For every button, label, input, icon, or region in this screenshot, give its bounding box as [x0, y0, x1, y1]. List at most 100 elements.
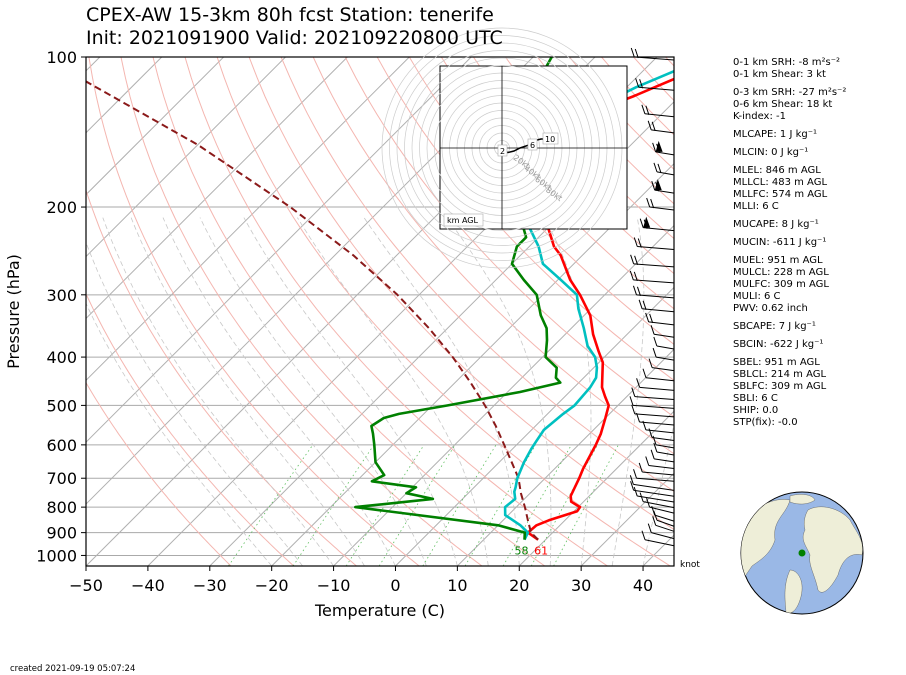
y-tick-label: 700	[46, 469, 77, 488]
dry-adiabat	[248, 57, 674, 531]
chart-title: CPEX-AW 15-3km 80h fcst Station: tenerif…	[86, 4, 494, 26]
hodograph-height-label: 10	[545, 135, 555, 144]
wind-barb	[639, 386, 675, 391]
wind-barb	[654, 333, 675, 338]
wind-barb-flag	[652, 516, 657, 526]
isotherm	[580, 472, 674, 566]
wind-barb	[644, 539, 675, 547]
wind-barb-flag	[653, 162, 658, 173]
wind-barb-flag	[638, 299, 643, 309]
wind-barb	[654, 514, 675, 522]
wind-barb-flag	[629, 396, 634, 406]
y-axis-label: Pressure (hPa)	[4, 254, 23, 369]
wind-barb-flag	[651, 121, 656, 131]
hodograph-grid	[381, 27, 627, 269]
wind-barb	[642, 471, 675, 476]
y-tick-label: 100	[46, 48, 77, 67]
wind-barb	[643, 501, 675, 509]
wind-barb-flag	[647, 120, 652, 130]
wind-barb	[636, 477, 675, 482]
dry-adiabat	[408, 57, 674, 346]
wind-barb	[656, 519, 675, 527]
index-line: MLLFC: 574 m AGL	[733, 189, 828, 200]
x-tick-label: −50	[69, 576, 103, 595]
index-line: MLLCL: 483 m AGL	[733, 177, 828, 188]
wind-barb-flag	[641, 530, 646, 540]
wind-barb-flag	[638, 462, 643, 473]
moist-adiabat	[86, 241, 303, 566]
index-line: K-index: -1	[733, 111, 786, 122]
y-tick-label: 200	[46, 198, 77, 217]
wind-barb	[634, 56, 675, 61]
wind-barb-flag	[642, 300, 647, 310]
wind-barb	[648, 464, 675, 469]
wind-pennant	[643, 216, 651, 228]
wind-barb	[633, 483, 675, 491]
moist-adiabat	[363, 217, 520, 566]
moist-adiabat	[642, 422, 674, 566]
dry-adiabat	[472, 57, 674, 275]
wind-barb	[632, 404, 675, 409]
isotherm	[86, 57, 410, 382]
wind-barb	[645, 429, 675, 434]
wind-barb-flag	[647, 523, 652, 533]
wind-barb	[655, 524, 675, 532]
moist-adiabat	[611, 217, 645, 566]
dry-adiabat	[440, 57, 674, 310]
moist-adiabat	[199, 217, 427, 566]
mixing-ratio-line	[464, 444, 536, 566]
wind-barb-flag	[634, 48, 639, 59]
wind-barb	[656, 345, 675, 350]
moist-adiabat	[130, 217, 365, 566]
stability-indices: 0-1 km SRH: -8 m²s⁻² 0-1 km Shear: 3 kt 0-…	[733, 57, 903, 429]
wind-barb-flag	[639, 79, 644, 89]
wind-pennant	[654, 179, 662, 191]
moist-adiabat	[243, 217, 458, 566]
wind-barb	[655, 444, 675, 449]
x-tick-label: 0	[390, 576, 400, 595]
hodograph-height-label: 6	[530, 141, 535, 150]
dry-adiabat	[312, 57, 674, 455]
hodograph-height-box	[497, 144, 508, 157]
mixing-ratio-line	[422, 444, 497, 566]
mixing-ratio-line	[378, 444, 456, 566]
wind-barb	[637, 246, 675, 251]
index-line: MULCL: 228 m AGL	[733, 267, 829, 278]
station-globe	[740, 491, 864, 615]
wind-barb-flag	[634, 255, 639, 265]
mixing-ratio-line	[502, 444, 572, 566]
surface-dewpoint-label: 58	[514, 545, 528, 558]
x-tick-label: 30	[571, 576, 591, 595]
y-tick-label: 800	[46, 498, 77, 517]
wind-barb	[651, 437, 675, 442]
station-marker	[798, 549, 806, 557]
wind-barb-flag	[645, 105, 650, 115]
index-line: MUEL: 951 m AGL	[733, 255, 823, 266]
isotherm	[86, 57, 348, 320]
wind-barb	[656, 356, 675, 361]
isotherm	[86, 57, 224, 196]
isotherm	[86, 57, 286, 258]
wind-barb-flag	[642, 368, 647, 378]
isotherm	[271, 162, 674, 566]
wind-barb-flag	[633, 237, 638, 247]
index-line: SBLCL: 214 m AGL	[733, 369, 827, 380]
y-tick-label: 300	[46, 286, 77, 305]
wind-barb	[656, 451, 675, 456]
index-line: MULFC: 309 m AGL	[733, 279, 829, 290]
index-line: STP(fix): -0.0	[733, 417, 798, 428]
hodograph-height-box	[527, 138, 538, 151]
moist-adiabat	[162, 217, 396, 566]
wind-barb-flag	[633, 486, 638, 497]
dry-adiabat	[120, 57, 483, 566]
wind-barb	[636, 294, 675, 299]
greenland	[789, 494, 816, 505]
axes: −50 −40 −30 −20 −10 0 10 20 30 40 100 200 300 400 500 6…	[4, 48, 653, 620]
wind-barb-flag	[629, 270, 634, 281]
index-line: 0-1 km SRH: -8 m²s⁻²	[733, 57, 840, 68]
wind-barb	[652, 367, 675, 372]
parcel-line	[86, 80, 539, 541]
wind-barb	[637, 495, 675, 503]
